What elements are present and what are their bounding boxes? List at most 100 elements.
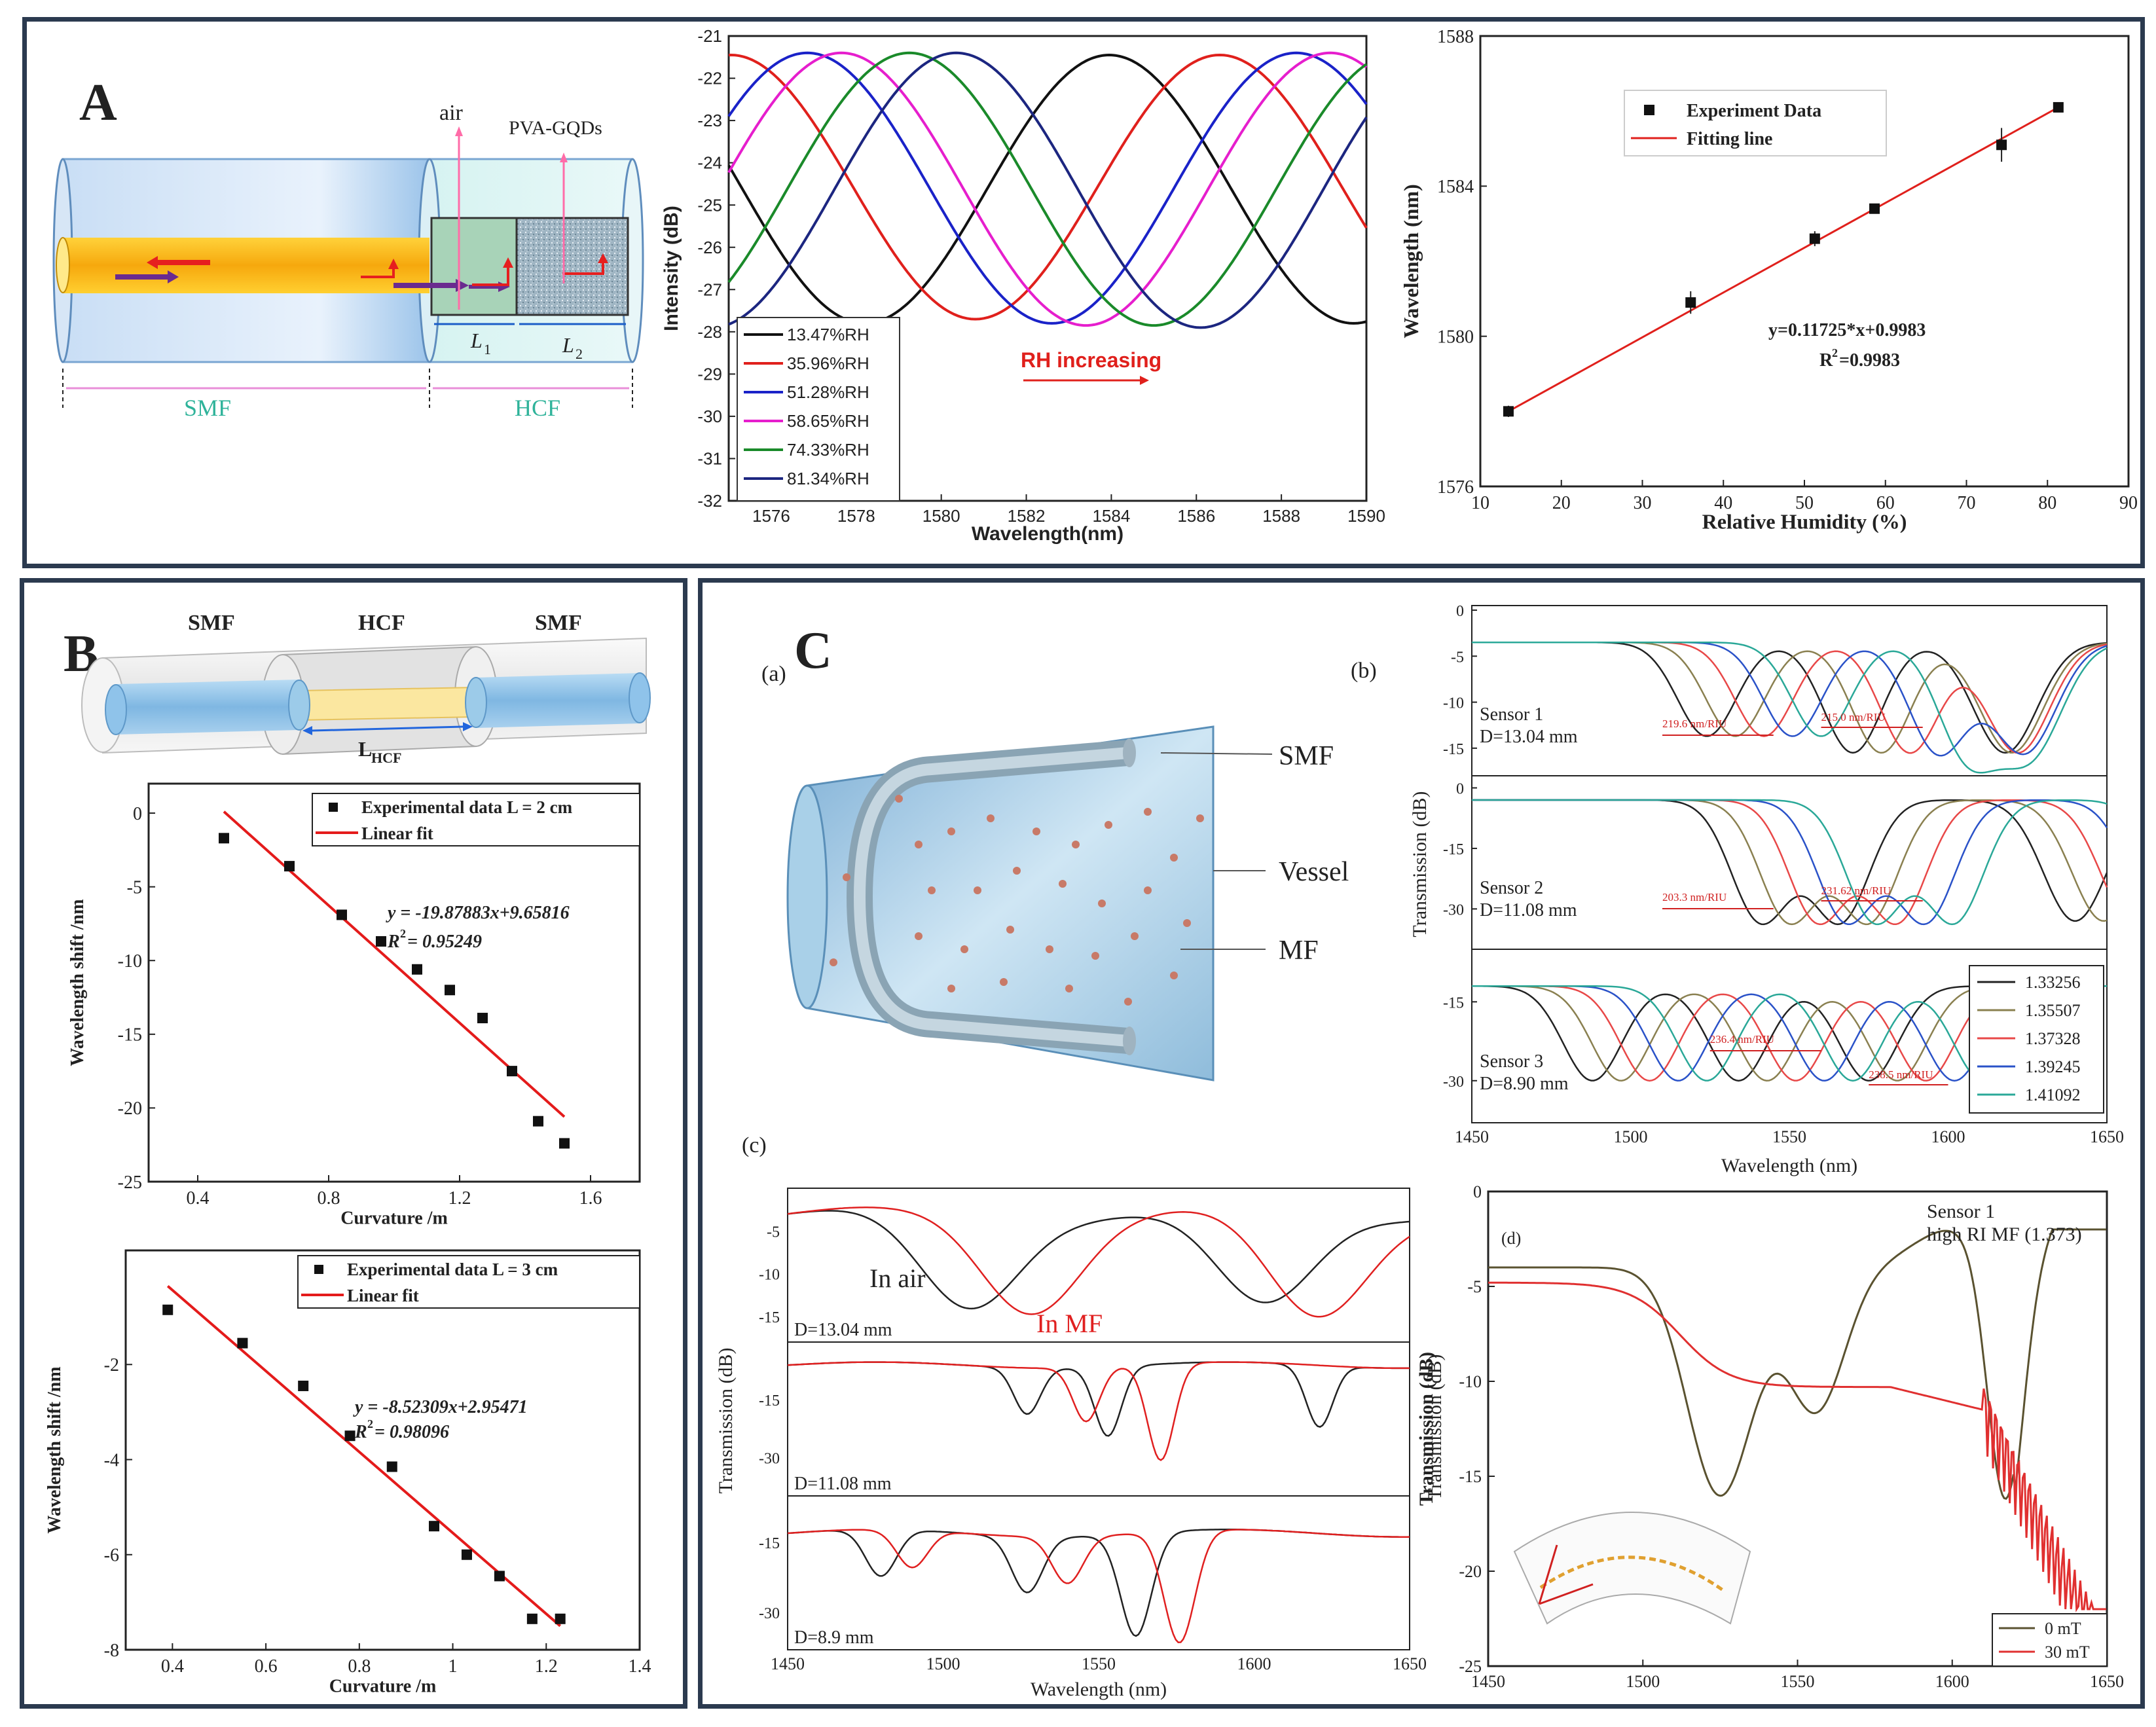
plot-frame: [147, 782, 641, 1183]
label-air: air: [439, 101, 464, 125]
x-tick-label: 1.2: [448, 1188, 471, 1209]
y-tick-label: -15: [1459, 1467, 1482, 1486]
y-tick-label: -15: [759, 1392, 780, 1409]
data-point: [507, 1066, 517, 1077]
legend-box: [737, 317, 900, 501]
legend-entry: 13.47%RH: [787, 325, 869, 344]
label-c-d: (d): [1501, 1229, 1521, 1248]
data-point: [219, 833, 229, 844]
label-smf: SMF: [184, 395, 231, 421]
y-tick-label: 1584: [1437, 177, 1474, 197]
data-point: [555, 1613, 566, 1624]
y-tick-label: -5: [127, 877, 142, 898]
legend-entry: Experimental data L = 3 cm: [347, 1260, 558, 1279]
data-point: [337, 909, 347, 920]
fit-line: [1508, 106, 2059, 412]
fit-line: [166, 1284, 561, 1627]
data-point: [2053, 101, 2064, 113]
d-title-1: Sensor 1: [1927, 1201, 1995, 1222]
chart-a-fit: 10 20 30 40 50 60 70 80 90 1576 1580 1584 1588 Relati…: [1399, 27, 2138, 534]
y-tick-label: -20: [118, 1099, 142, 1119]
x-tick-label: 1586: [1177, 506, 1215, 526]
legend-swatch: [329, 803, 338, 812]
y-tick-label: -27: [697, 280, 722, 299]
sensor-label: Sensor 1: [1480, 704, 1543, 725]
fit-equation: y=0.11725*x+0.9983: [1768, 320, 1926, 340]
x-tick-label: 1650: [2090, 1127, 2124, 1146]
y-tick-label: -30: [1443, 901, 1464, 918]
y-tick-label: 0: [133, 804, 142, 824]
x-tick-label: 0.6: [255, 1656, 278, 1677]
sensor-annotation: 203.3 nm/RIU: [1662, 891, 1727, 903]
sensor-annotation: 219.6 nm/RIU: [1662, 718, 1727, 730]
y-tick-label: -2: [104, 1355, 119, 1375]
series-line: [727, 51, 1368, 325]
series-line: [787, 1207, 1410, 1318]
y-tick-label: -6: [104, 1546, 119, 1566]
x-tick-label: 1582: [1008, 506, 1046, 526]
label-l1-sub: 1: [484, 341, 491, 357]
y-tick-label: -15: [759, 1309, 780, 1326]
data-point: [1809, 233, 1820, 244]
x-tick-label: 1578: [837, 506, 875, 526]
series-line: [787, 1361, 1410, 1437]
x-tick-label: 20: [1552, 493, 1571, 513]
sensor-d: D=13.04 mm: [1480, 727, 1578, 747]
series-line: [727, 51, 1368, 327]
data-point: [344, 1430, 356, 1442]
magnet-inset: [1513, 1512, 1751, 1625]
y-axis-label: Intensity (dB): [661, 206, 682, 331]
data-point: [429, 1521, 439, 1532]
x-tick-label: 1450: [1471, 1672, 1505, 1691]
inset-arrow: [1539, 1583, 1594, 1605]
light-arrows: [115, 253, 608, 292]
x-tick-label: 60: [1876, 493, 1895, 513]
x-tick-label: 1.4: [629, 1656, 651, 1677]
b1-r2-base: R: [387, 932, 400, 952]
data-point: [237, 1337, 248, 1349]
vessel-schematic: [786, 725, 1273, 1082]
annotation-rh-increasing: RH increasing: [1021, 348, 1161, 372]
y-tick-label: -5: [1451, 649, 1464, 666]
b1-r2-val: = 0.95249: [407, 932, 482, 952]
panel-a-svg: A air PVA-GQDs L 1 L 2: [52, 26, 2138, 545]
chart-c-c: -5 -10 -15 D=13.04 mm -15 -30 D=11.08 mm -15 -30…: [715, 1188, 1427, 1700]
label-hcf: HCF: [515, 395, 560, 421]
label-c-b: (b): [1351, 659, 1377, 683]
legend-swatch: [314, 1265, 323, 1274]
legend-entry: Experimental data L = 2 cm: [361, 797, 573, 817]
y-tick-label: -22: [697, 69, 722, 88]
legend-entry: 1.33256: [2025, 973, 2081, 992]
plot-frame: [124, 1249, 641, 1651]
series-line: [727, 53, 1367, 325]
label-l2: L: [562, 333, 574, 357]
legend-swatch: [1644, 105, 1654, 115]
y-tick-label: -10: [1459, 1372, 1482, 1391]
y-tick-label: 0: [1456, 603, 1464, 620]
x-tick-label: 0.8: [348, 1656, 371, 1677]
x-tick-label: 1550: [1082, 1654, 1116, 1673]
b2-equation: y = -8.52309x+2.95471: [353, 1397, 528, 1417]
x-tick-label: 1550: [1781, 1672, 1815, 1691]
chart-c-b: 0 -5 -10 -15 Sensor 1D=13.04 mm 219.6 nm/RIU 2…: [1409, 603, 2124, 1176]
legend-entry: 1.41092: [2025, 1085, 2081, 1104]
y-tick-label: -4: [104, 1450, 119, 1470]
series-line: [787, 1529, 1410, 1637]
x-axis-label: Curvature /m: [340, 1208, 448, 1228]
data-point: [559, 1138, 570, 1149]
x-tick-label: 0.8: [318, 1188, 340, 1209]
y-axis-label: Wavelength shift /nm: [67, 899, 88, 1066]
y-tick-label: -30: [697, 407, 722, 426]
y-tick-label: -26: [697, 238, 722, 257]
panel-b: B SMF HCF SMF L HCF 0.4 0.8 1.2 1.6 0 -5 -10 -1…: [20, 578, 687, 1709]
label-c-c: (c): [742, 1133, 767, 1157]
x-tick-label: 1500: [1626, 1672, 1660, 1691]
legend-box: [312, 793, 640, 846]
sensor-label: Sensor 2: [1480, 878, 1543, 898]
y-tick-label: -5: [1467, 1277, 1482, 1296]
x-tick-label: 1500: [926, 1654, 960, 1673]
panel-c-svg: C (a) (b) (c) SMF: [715, 603, 2124, 1700]
sensor-d: D=11.08 mm: [1480, 900, 1577, 920]
